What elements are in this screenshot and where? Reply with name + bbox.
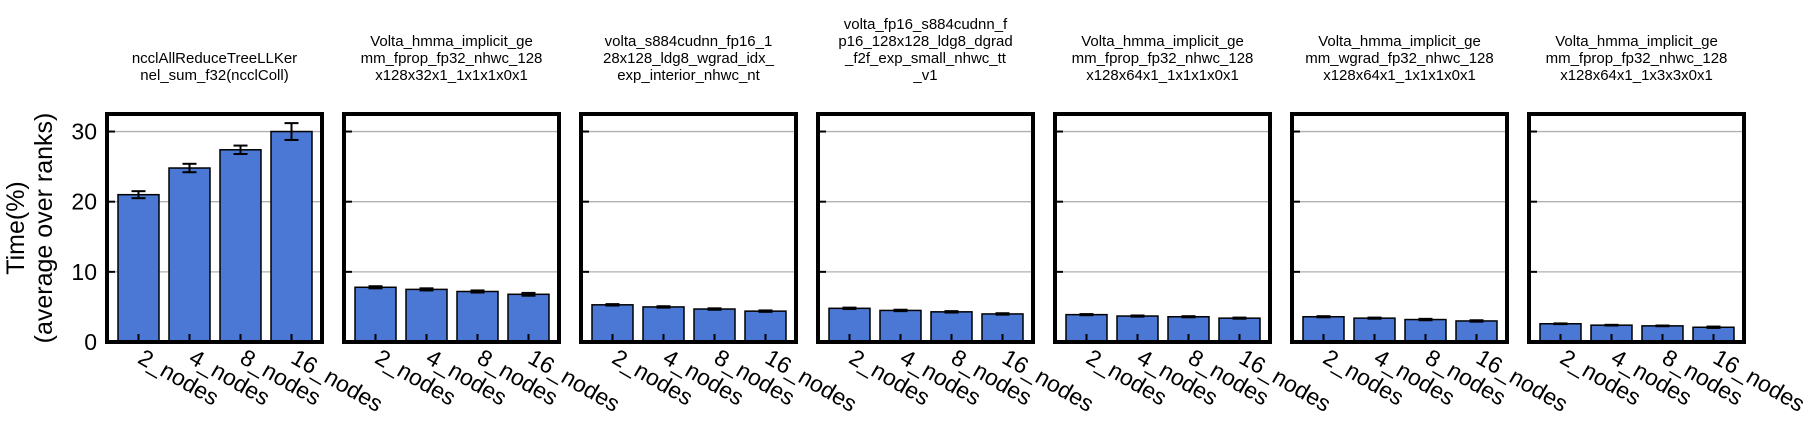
chart-title-line: volta_fp16_s884cudnn_f: [844, 16, 1008, 33]
chart-title-line: x128x64x1_1x1x1x0x1: [1323, 67, 1476, 84]
chart-title-line: x128x32x1_1x1x1x0x1: [375, 67, 528, 84]
chart-title-line: _v1: [912, 67, 937, 84]
chart-panel-5: Volta_hmma_implicit_gemm_fprop_fp32_nhwc…: [1053, 33, 1336, 417]
y-tick-label: 20: [71, 189, 97, 215]
plot-frame: [579, 112, 798, 344]
chart-title-line: x128x64x1_1x3x3x0x1: [1560, 67, 1713, 84]
bar-4_nodes: [168, 167, 211, 343]
plot-frame: [816, 112, 1035, 344]
chart-title-line: volta_s884cudnn_fp16_1: [605, 33, 773, 50]
chart-title-line: mm_fprop_fp32_nhwc_128: [1072, 50, 1254, 67]
chart-title-line: p16_128x128_ldg8_dgrad: [838, 33, 1012, 50]
chart-title-line: Volta_hmma_implicit_ge: [370, 33, 533, 50]
chart-title-line: x128x64x1_1x1x1x0x1: [1086, 67, 1239, 84]
chart-title-line: 28x128_ldg8_wgrad_idx_: [603, 50, 775, 67]
chart-panel-7: Volta_hmma_implicit_gemm_fprop_fp32_nhwc…: [1527, 33, 1810, 417]
bar-2_nodes: [117, 193, 160, 343]
bar-2_nodes: [1302, 315, 1345, 343]
chart-panel-4: volta_fp16_s884cudnn_fp16_128x128_ldg8_d…: [816, 16, 1099, 417]
plot-frame: [1290, 112, 1509, 344]
chart-title-line: Volta_hmma_implicit_ge: [1081, 33, 1244, 50]
bar-16_nodes: [270, 130, 313, 343]
y-axis-label-line-1: Time(%): [2, 181, 30, 275]
bar-8_nodes: [219, 149, 262, 343]
plot-frame: [105, 112, 324, 344]
y-tick-label: 30: [71, 119, 97, 145]
y-tick-label: 0: [84, 329, 97, 355]
y-axis-label: Time(%) (average over ranks): [2, 113, 58, 344]
chart-panel-1: ncclAllReduceTreeLLKernel_sum_f32(ncclCo…: [71, 50, 387, 417]
chart-panels: ncclAllReduceTreeLLKernel_sum_f32(ncclCo…: [71, 16, 1809, 417]
y-tick-label: 10: [71, 259, 97, 285]
plot-frame: [1053, 112, 1272, 344]
chart-title-line: nel_sum_f32(ncclColl): [140, 67, 288, 84]
chart-title-line: Volta_hmma_implicit_ge: [1318, 33, 1481, 50]
plot-frame: [342, 112, 561, 344]
chart-title-line: mm_fprop_fp32_nhwc_128: [361, 50, 543, 67]
chart-title-line: mm_fprop_fp32_nhwc_128: [1546, 50, 1728, 67]
chart-title-line: Volta_hmma_implicit_ge: [1555, 33, 1718, 50]
y-axis-label-line-2: (average over ranks): [30, 113, 58, 344]
chart-title-line: ncclAllReduceTreeLLKer: [132, 50, 297, 67]
chart-title-line: mm_wgrad_fp32_nhwc_128: [1305, 50, 1493, 67]
bar-2_nodes: [354, 286, 397, 343]
chart-title-line: exp_interior_nhwc_nt: [617, 67, 760, 84]
plot-frame: [1527, 112, 1746, 344]
chart-title-line: _f2f_exp_small_nhwc_tt: [844, 50, 1007, 67]
